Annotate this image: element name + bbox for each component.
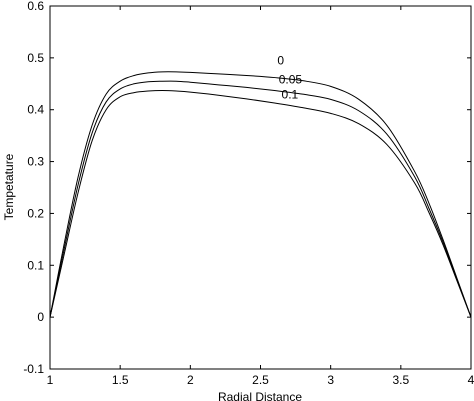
y-axis-label: Tempetature <box>2 153 16 220</box>
y-tick-label: 0.5 <box>27 51 44 65</box>
y-tick-label: 0.2 <box>27 206 44 220</box>
series-labels: 0 0.050.1 <box>277 54 302 102</box>
y-tick-label: 0.6 <box>27 0 44 13</box>
series-label-0: 0 <box>277 54 284 68</box>
series-label-2: 0.1 <box>282 87 299 101</box>
plot-frame <box>49 5 472 370</box>
y-tick-label: 0 <box>37 310 44 324</box>
y-tick-label: -0.1 <box>23 362 44 376</box>
series-label-1: 0.05 <box>279 72 303 86</box>
x-axis-label: Radial Distance <box>218 390 302 401</box>
x-tick-label: 2 <box>187 373 194 387</box>
x-tick-label: 2.5 <box>252 373 269 387</box>
x-tick-label: 1.5 <box>112 373 129 387</box>
series-line-1 <box>49 80 472 318</box>
x-tick-label: 4 <box>468 373 474 387</box>
y-tick-label: 0.1 <box>27 258 44 272</box>
x-tick-label: 3.5 <box>392 373 409 387</box>
series-line-0 <box>49 71 472 318</box>
y-axis: -0.1 0 0.1 0.2 0.3 0.4 0.5 0.6 <box>23 0 471 376</box>
x-tick-label: 1 <box>47 373 54 387</box>
x-tick-label: 3 <box>327 373 334 387</box>
y-tick-label: 0.4 <box>27 103 44 117</box>
y-tick-label: 0.3 <box>27 155 44 169</box>
series-line-2 <box>49 90 472 318</box>
series-group <box>49 71 472 318</box>
x-axis: 1 1.5 2 2.5 3 3.5 4 <box>47 6 474 387</box>
